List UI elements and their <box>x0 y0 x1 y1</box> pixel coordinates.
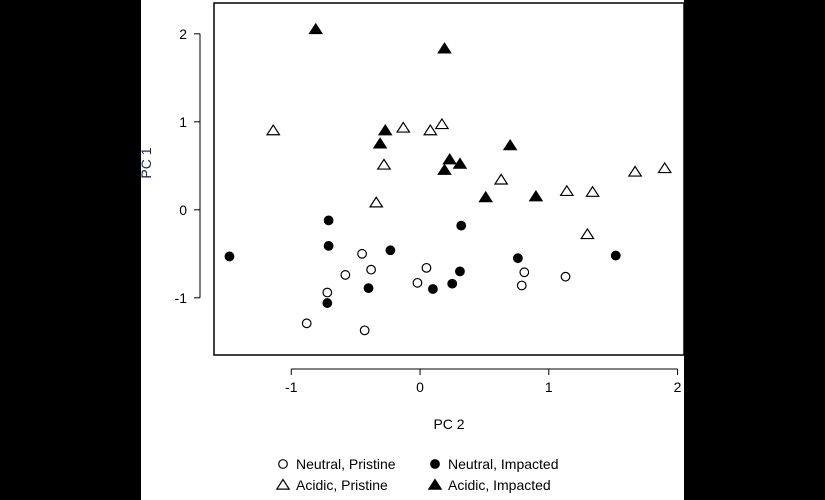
plot-frame <box>213 2 684 356</box>
x-tick-label: 1 <box>545 379 553 395</box>
legend-marker <box>427 478 443 490</box>
data-point <box>428 284 438 294</box>
x-axis-label: PC 2 <box>433 416 464 432</box>
data-point <box>357 248 367 259</box>
data-point <box>437 163 452 175</box>
data-point <box>395 121 411 133</box>
data-point <box>516 280 527 291</box>
data-point <box>528 189 544 202</box>
y-axis-label: PC 1 <box>141 147 154 178</box>
data-point <box>412 277 423 288</box>
data-point <box>493 173 509 185</box>
data-point <box>322 298 333 308</box>
x-tick-label: 0 <box>416 379 424 395</box>
y-tick-label: 2 <box>179 26 187 42</box>
legend-label: Acidic, Impacted <box>448 477 551 493</box>
data-point <box>434 117 450 130</box>
y-axis: -1 0 1 2 <box>175 26 201 306</box>
legend-marker <box>430 459 440 469</box>
data-point <box>610 250 621 261</box>
data-point <box>559 184 575 197</box>
data-point <box>478 190 493 203</box>
data-point <box>455 266 465 277</box>
data-point <box>323 240 334 251</box>
y-tick-label: 1 <box>179 114 187 130</box>
data-point <box>368 196 384 208</box>
y-tick-label: 0 <box>179 202 187 218</box>
x-tick-label: 2 <box>674 379 682 395</box>
legend-label: Acidic, Pristine <box>296 477 388 493</box>
legend-label: Neutral, Pristine <box>296 456 396 472</box>
data-point <box>322 287 333 298</box>
data-point <box>377 123 393 136</box>
data-point <box>512 253 523 264</box>
legend: Neutral, Pristine Neutral, Impacted Acidic… <box>275 456 559 493</box>
data-point <box>385 245 396 256</box>
legend-label: Neutral, Impacted <box>448 456 559 472</box>
data-points <box>224 22 672 336</box>
data-point <box>301 318 312 329</box>
data-point <box>456 220 467 231</box>
data-point <box>376 158 392 170</box>
data-point <box>323 215 334 226</box>
y-tick-label: -1 <box>175 290 188 306</box>
data-point <box>363 283 374 294</box>
x-axis: -1 0 1 2 <box>285 368 682 395</box>
data-point <box>657 161 672 174</box>
data-point <box>340 270 351 280</box>
data-point <box>585 185 600 197</box>
data-point <box>437 42 452 54</box>
data-point <box>502 138 518 151</box>
data-point <box>627 165 643 177</box>
data-point <box>580 227 595 240</box>
data-point <box>423 123 438 136</box>
x-tick-label: -1 <box>285 379 298 395</box>
legend-marker <box>278 459 288 469</box>
data-point <box>452 157 468 169</box>
legend-marker <box>275 478 291 490</box>
data-point <box>442 153 457 165</box>
data-point <box>447 278 458 289</box>
data-point <box>265 123 281 136</box>
data-point <box>560 271 571 282</box>
data-point <box>519 267 530 278</box>
data-point <box>366 264 376 275</box>
data-point <box>308 22 324 35</box>
data-point <box>421 262 432 273</box>
data-point <box>224 251 235 262</box>
data-point <box>359 325 370 336</box>
data-point <box>372 137 388 149</box>
